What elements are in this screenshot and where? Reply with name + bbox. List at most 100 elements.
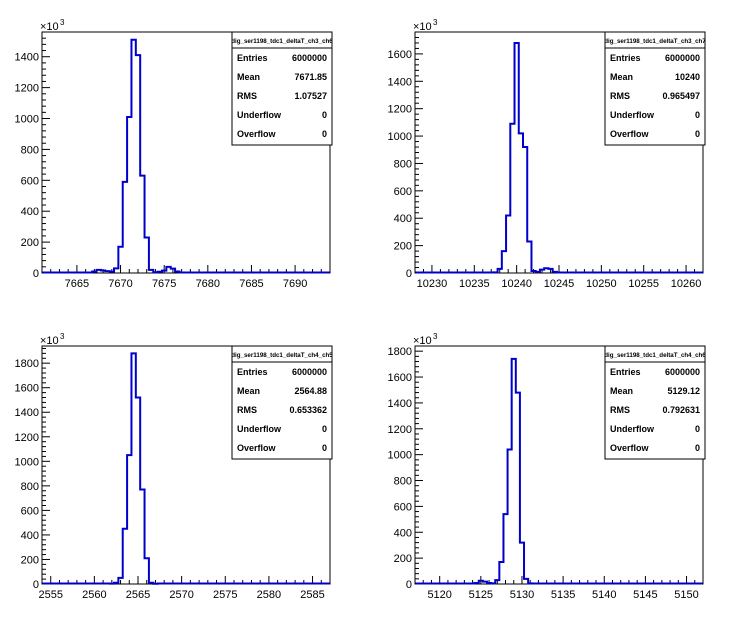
stats-box-title: dig_ser1198_tdc1_deltaT_ch3_ch6: [231, 38, 333, 45]
histogram-panel: 10230 10235 10240 10245 10250 10255 10260 0 200 4…: [388, 18, 707, 290]
stats-value: 0: [322, 110, 327, 120]
y-tick-label: 1400: [15, 52, 39, 64]
y-tick-label: 1400: [15, 407, 39, 419]
histogram-panel: 7665 7670 7675 7680 7685 7690 0 200 400 600 800 100…: [15, 18, 334, 290]
y-tick-label: 200: [394, 241, 412, 253]
stats-box-frame: [604, 345, 706, 460]
histogram-bin: [516, 393, 520, 584]
histogram-bin: [527, 242, 531, 273]
x-tick-label: 10230: [417, 278, 448, 290]
y-tick-label: 400: [21, 530, 39, 542]
x-tick-label: 5145: [633, 589, 657, 601]
histogram-bin: [491, 583, 495, 584]
histogram-series: [42, 352, 330, 585]
stats-label: Underflow: [610, 110, 655, 120]
histogram-bin: [162, 271, 166, 273]
stats-label: RMS: [237, 91, 257, 101]
stats-value: 1.07527: [294, 91, 327, 101]
x-tick-label: 7680: [196, 278, 220, 290]
stats-value: 2564.88: [294, 386, 327, 396]
histogram-bin: [510, 124, 514, 273]
histogram-bin: [544, 268, 548, 273]
histogram-series: [42, 38, 330, 274]
histogram-bin: [114, 583, 118, 584]
stats-box-title: dig_ser1198_tdc1_deltaT_ch4_ch5: [231, 352, 333, 359]
histogram-bin: [97, 270, 101, 273]
stats-value: 6000000: [292, 367, 327, 377]
x-tick-label: 7670: [108, 278, 132, 290]
stats-label: Underflow: [610, 424, 655, 434]
stats-box: dig_ser1198_tdc1_deltaT_ch4_ch5 Entries 60…: [231, 345, 333, 460]
histogram-bin: [140, 176, 144, 273]
y-tick-label: 1200: [15, 83, 39, 95]
stats-label: Overflow: [237, 443, 277, 453]
x-tick-label: 7690: [283, 278, 307, 290]
y-tick-label: 400: [394, 527, 412, 539]
y-exponent-label: ×10: [40, 335, 59, 347]
x-tick-label: 5120: [427, 589, 451, 601]
y-exponent-power: 3: [60, 332, 65, 341]
stats-label: RMS: [237, 405, 257, 415]
stats-box-title: dig_ser1198_tdc1_deltaT_ch3_ch7: [604, 38, 706, 45]
y-tick-label: 1600: [15, 383, 39, 395]
stats-label: Mean: [610, 386, 633, 396]
stats-box-frame: [231, 31, 333, 146]
y-tick-label: 200: [21, 554, 39, 566]
x-tick-label: 5125: [469, 589, 493, 601]
stats-label: Underflow: [237, 110, 282, 120]
stats-box-frame: [604, 31, 706, 146]
y-tick-label: 1000: [388, 450, 412, 462]
histogram-bin: [519, 133, 523, 273]
x-tick-label: 7665: [65, 278, 89, 290]
stats-label: Mean: [237, 386, 260, 396]
histogram-bin: [153, 272, 157, 273]
stats-value: 7671.85: [294, 72, 327, 82]
histogram-bin: [553, 272, 557, 273]
stats-value: 0.965497: [662, 91, 700, 101]
x-tick-label: 2555: [38, 589, 62, 601]
y-tick-label: 200: [21, 237, 39, 249]
y-tick-label: 1600: [388, 372, 412, 384]
y-tick-label: 600: [21, 175, 39, 187]
x-tick-label: 2570: [169, 589, 193, 601]
stats-label: RMS: [610, 91, 630, 101]
histogram-bin: [502, 251, 506, 273]
histogram-bin: [127, 117, 131, 273]
y-tick-label: 600: [21, 505, 39, 517]
stats-value: 0: [695, 129, 700, 139]
y-tick-label: 0: [406, 268, 412, 280]
histogram-bin: [136, 55, 140, 273]
x-tick-label: 5130: [510, 589, 534, 601]
histogram-bin: [175, 271, 179, 273]
y-tick-label: 0: [33, 579, 39, 591]
x-tick-label: 5150: [674, 589, 698, 601]
histogram-bin: [540, 270, 544, 273]
x-tick-label: 5140: [592, 589, 616, 601]
stats-label: Mean: [610, 72, 633, 82]
stats-value: 0: [322, 129, 327, 139]
histogram-bin: [523, 147, 527, 273]
y-tick-label: 1600: [388, 49, 412, 61]
stats-box: dig_ser1198_tdc1_deltaT_ch4_ch6 Entries 60…: [604, 345, 706, 460]
y-exponent-label: ×10: [413, 335, 432, 347]
histogram-bin: [508, 449, 512, 584]
x-tick-label: 10240: [501, 278, 532, 290]
histogram-bin: [149, 583, 153, 584]
histogram-bin: [493, 272, 497, 273]
y-exponent-power: 3: [60, 18, 65, 27]
stats-label: Entries: [610, 367, 641, 377]
y-tick-label: 800: [21, 481, 39, 493]
histogram-bin: [101, 271, 105, 273]
stats-value: 0: [322, 443, 327, 453]
stats-value: 6000000: [665, 367, 700, 377]
x-tick-label: 7675: [152, 278, 176, 290]
stats-label: RMS: [610, 405, 630, 415]
histogram-bin: [118, 247, 122, 273]
histogram-bin: [149, 270, 153, 273]
stats-box-title: dig_ser1198_tdc1_deltaT_ch4_ch6: [604, 352, 706, 359]
y-tick-label: 1000: [388, 131, 412, 143]
stats-value: 0: [322, 424, 327, 434]
histogram-bin: [145, 558, 149, 584]
y-tick-label: 800: [394, 476, 412, 488]
